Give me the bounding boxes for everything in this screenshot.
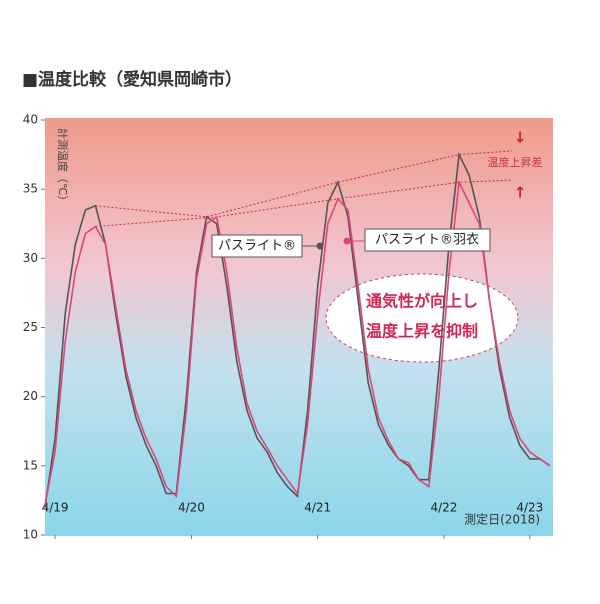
peak-connector xyxy=(95,150,513,218)
diff-label: 温度上昇差 xyxy=(488,155,543,169)
y-tick-label: 35 xyxy=(23,182,38,196)
y-tick-label: 20 xyxy=(23,389,38,403)
x-axis-label: 測定日(2018) xyxy=(464,512,540,527)
x-tick-label: 4/21 xyxy=(304,501,331,515)
arrow: ↓ xyxy=(514,129,527,147)
x-tick-label: 4/20 xyxy=(178,501,205,515)
x-tick-label: 4/23 xyxy=(516,501,543,515)
y-axis-label: 計測温度（℃） xyxy=(56,128,70,206)
legend-dot xyxy=(343,237,351,245)
y-tick-label: 10 xyxy=(23,528,38,542)
callout-ellipse xyxy=(325,273,519,363)
series-line xyxy=(44,179,551,505)
y-tick-label: 25 xyxy=(23,320,38,334)
y-tick-label: 40 xyxy=(23,113,38,127)
series-line xyxy=(44,151,551,508)
legend-box xyxy=(364,228,491,252)
legend-dot xyxy=(316,242,324,250)
arrow: ↑ xyxy=(514,184,527,202)
callout-text: 通気性が向上し xyxy=(366,292,478,311)
legend-label: パスライト®羽衣 xyxy=(375,232,479,248)
legend-label: パスライト® xyxy=(218,239,296,254)
x-tick-label: 4/19 xyxy=(42,501,69,515)
y-tick-label: 15 xyxy=(23,458,38,472)
chart-title: ■温度比較（愛知県岡崎市） xyxy=(22,69,242,90)
y-tick-label: 30 xyxy=(23,251,38,265)
x-tick-label: 4/22 xyxy=(430,501,457,515)
callout-text: 温度上昇を抑制 xyxy=(365,322,478,341)
